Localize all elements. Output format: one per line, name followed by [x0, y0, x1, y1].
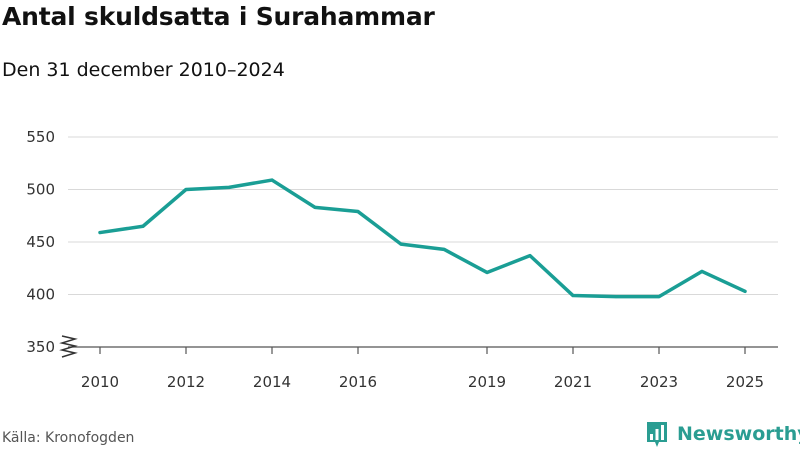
data-point — [356, 210, 360, 214]
data-point — [399, 242, 403, 246]
chart-subtitle: Den 31 december 2010–2024 — [2, 59, 285, 81]
axis-break-icon — [59, 335, 78, 358]
data-point — [657, 295, 661, 299]
data-point — [442, 247, 446, 251]
data-point — [485, 270, 489, 274]
data-point — [313, 205, 317, 209]
x-axis-ticks: 2010 2012 2014 2016 2019 2021 2023 2025 — [81, 347, 764, 391]
data-point — [227, 185, 231, 189]
brand-name: Newsworthy — [677, 423, 800, 445]
x-tick-label: 2023 — [640, 373, 678, 391]
data-point — [614, 295, 618, 299]
data-point — [528, 254, 532, 258]
data-point — [743, 289, 747, 293]
series-line — [98, 178, 747, 299]
x-tick-label: 2016 — [339, 373, 377, 391]
x-tick-label: 2019 — [468, 373, 506, 391]
source-note: Källa: Kronofogden — [2, 430, 135, 446]
bar-chart-logo-icon — [647, 422, 667, 447]
y-tick-label: 450 — [26, 233, 55, 251]
data-point — [141, 224, 145, 228]
y-tick-label: 500 — [26, 181, 55, 199]
data-point — [700, 269, 704, 273]
x-tick-label: 2021 — [554, 373, 592, 391]
data-point — [270, 178, 274, 182]
x-tick-label: 2025 — [726, 373, 764, 391]
brand: Newsworthy — [645, 420, 800, 448]
data-series — [98, 178, 747, 299]
data-point — [184, 188, 188, 191]
x-tick-label: 2010 — [81, 373, 119, 391]
data-point — [571, 294, 575, 298]
x-tick-label: 2012 — [167, 373, 205, 391]
x-tick-label: 2014 — [253, 373, 291, 391]
y-tick-label: 350 — [26, 338, 55, 356]
y-tick-label: 550 — [26, 128, 55, 146]
chart-title: Antal skuldsatta i Surahammar — [2, 2, 435, 31]
y-tick-label: 400 — [26, 286, 55, 304]
y-axis-ticks: 350 400 450 500 550 — [26, 128, 55, 356]
gridlines — [68, 136, 778, 348]
data-point — [98, 231, 102, 235]
